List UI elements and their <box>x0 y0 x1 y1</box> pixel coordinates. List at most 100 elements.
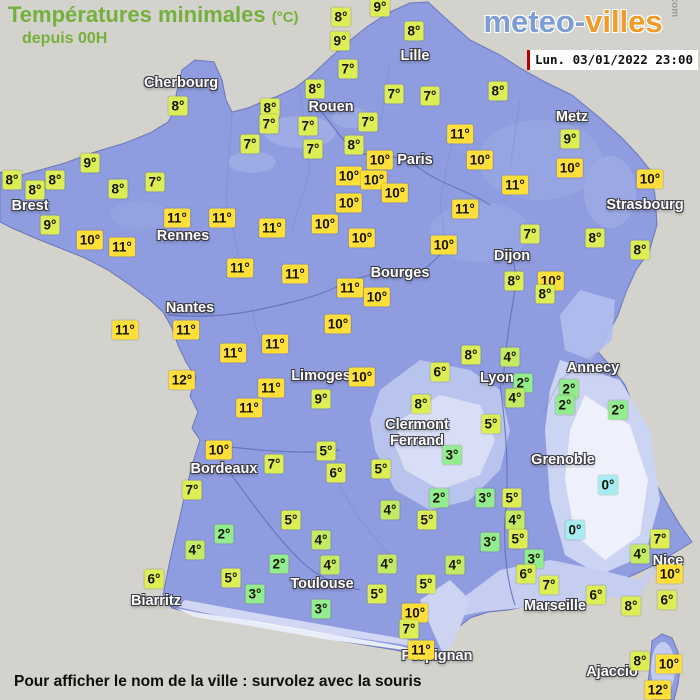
temp-badge[interactable]: 2° <box>608 400 628 420</box>
temp-badge[interactable]: 0° <box>598 475 618 495</box>
temp-badge[interactable]: 8° <box>504 271 524 291</box>
temp-badge[interactable]: 7° <box>338 59 358 79</box>
temp-badge[interactable]: 2° <box>269 554 289 574</box>
temp-badge[interactable]: 5° <box>281 510 301 530</box>
temp-badge[interactable]: 8° <box>168 96 188 116</box>
temp-badge[interactable]: 10° <box>366 150 394 170</box>
temp-badge[interactable]: 7° <box>145 172 165 192</box>
site-logo[interactable]: meteo-villes .com <box>483 0 686 40</box>
temp-badge[interactable]: 7° <box>298 116 318 136</box>
temp-badge[interactable]: 11° <box>209 208 235 228</box>
temp-badge[interactable]: 5° <box>417 510 437 530</box>
temp-badge[interactable]: 3° <box>311 599 331 619</box>
temp-badge[interactable]: 10° <box>348 367 376 387</box>
temp-badge[interactable]: 6° <box>144 569 164 589</box>
temp-badge[interactable]: 8° <box>535 284 555 304</box>
temp-badge[interactable]: 11° <box>112 320 138 340</box>
temp-badge[interactable]: 2° <box>513 373 533 393</box>
temp-badge[interactable]: 11° <box>262 334 288 354</box>
temp-badge[interactable]: 11° <box>259 218 285 238</box>
temp-badge[interactable]: 4° <box>505 388 525 408</box>
temp-badge[interactable]: 7° <box>240 134 260 154</box>
temp-badge[interactable]: 3° <box>524 549 544 569</box>
temp-badge[interactable]: 12° <box>168 370 196 390</box>
temp-badge[interactable]: 8° <box>461 345 481 365</box>
temp-badge[interactable]: 6° <box>586 585 606 605</box>
temp-badge[interactable]: 9° <box>330 31 350 51</box>
temp-badge[interactable]: 4° <box>377 554 397 574</box>
temp-badge[interactable]: 8° <box>260 98 280 118</box>
temp-badge[interactable]: 4° <box>500 347 520 367</box>
temp-badge[interactable]: 0° <box>565 520 585 540</box>
temp-badge[interactable]: 4° <box>630 544 650 564</box>
temp-badge[interactable]: 7° <box>539 575 559 595</box>
temp-badge[interactable]: 11° <box>258 378 284 398</box>
temp-badge[interactable]: 11° <box>173 320 199 340</box>
temp-badge[interactable]: 11° <box>236 398 262 418</box>
temp-badge[interactable]: 3° <box>245 584 265 604</box>
temp-badge[interactable]: 10° <box>656 564 684 584</box>
temp-badge[interactable]: 11° <box>164 208 190 228</box>
temp-badge[interactable]: 10° <box>430 235 458 255</box>
temp-badge[interactable]: 10° <box>556 158 584 178</box>
temp-badge[interactable]: 8° <box>45 170 65 190</box>
temp-badge[interactable]: 4° <box>445 555 465 575</box>
temp-badge[interactable]: 4° <box>320 555 340 575</box>
temp-badge[interactable]: 12° <box>644 680 672 700</box>
temp-badge[interactable]: 7° <box>420 86 440 106</box>
temp-badge[interactable]: 8° <box>344 135 364 155</box>
temp-badge[interactable]: 8° <box>404 21 424 41</box>
temp-badge[interactable]: 8° <box>2 170 22 190</box>
temp-badge[interactable]: 8° <box>108 179 128 199</box>
temp-badge[interactable]: 2° <box>214 524 234 544</box>
temp-badge[interactable]: 4° <box>380 500 400 520</box>
temp-badge[interactable]: 5° <box>316 441 336 461</box>
temp-badge[interactable]: 10° <box>636 169 664 189</box>
temp-badge[interactable]: 11° <box>109 237 135 257</box>
temp-badge[interactable]: 11° <box>408 640 434 660</box>
temp-badge[interactable]: 10° <box>311 214 339 234</box>
temp-badge[interactable]: 9° <box>40 215 60 235</box>
temp-badge[interactable]: 10° <box>401 603 429 623</box>
temp-badge[interactable]: 2° <box>429 488 449 508</box>
temp-badge[interactable]: 4° <box>185 540 205 560</box>
temp-badge[interactable]: 11° <box>227 258 253 278</box>
temp-badge[interactable]: 4° <box>505 510 525 530</box>
temp-badge[interactable]: 10° <box>324 314 352 334</box>
temp-badge[interactable]: 5° <box>371 459 391 479</box>
temp-badge[interactable]: 10° <box>466 150 494 170</box>
temp-badge[interactable]: 11° <box>220 343 246 363</box>
temp-badge[interactable]: 6° <box>326 463 346 483</box>
temp-badge[interactable]: 5° <box>367 584 387 604</box>
temp-badge[interactable]: 3° <box>442 445 462 465</box>
temp-badge[interactable]: 10° <box>363 287 391 307</box>
temp-badge[interactable]: 11° <box>282 264 308 284</box>
temp-badge[interactable]: 11° <box>337 278 363 298</box>
temp-badge[interactable]: 10° <box>335 166 363 186</box>
temp-badge[interactable]: 10° <box>381 183 409 203</box>
temp-badge[interactable]: 8° <box>331 7 351 27</box>
temp-badge[interactable]: 10° <box>655 654 683 674</box>
temp-badge[interactable]: 5° <box>508 529 528 549</box>
temp-badge[interactable]: 8° <box>630 651 650 671</box>
temp-badge[interactable]: 7° <box>384 84 404 104</box>
temp-badge[interactable]: 7° <box>303 139 323 159</box>
temp-badge[interactable]: 4° <box>311 530 331 550</box>
temp-badge[interactable]: 9° <box>370 0 390 17</box>
temp-badge[interactable]: 10° <box>76 230 104 250</box>
temp-badge[interactable]: 8° <box>621 596 641 616</box>
temp-badge[interactable]: 8° <box>488 81 508 101</box>
temp-badge[interactable]: 2° <box>559 379 579 399</box>
temp-badge[interactable]: 7° <box>358 112 378 132</box>
temp-badge[interactable]: 6° <box>657 590 677 610</box>
temp-badge[interactable]: 7° <box>264 454 284 474</box>
temp-badge[interactable]: 3° <box>480 532 500 552</box>
temp-badge[interactable]: 8° <box>305 79 325 99</box>
temp-badge[interactable]: 10° <box>348 228 376 248</box>
temp-badge[interactable]: 5° <box>481 414 501 434</box>
temp-badge[interactable]: 7° <box>259 114 279 134</box>
temp-badge[interactable]: 8° <box>411 394 431 414</box>
temp-badge[interactable]: 8° <box>585 228 605 248</box>
temp-badge[interactable]: 6° <box>430 362 450 382</box>
temp-badge[interactable]: 11° <box>452 199 478 219</box>
